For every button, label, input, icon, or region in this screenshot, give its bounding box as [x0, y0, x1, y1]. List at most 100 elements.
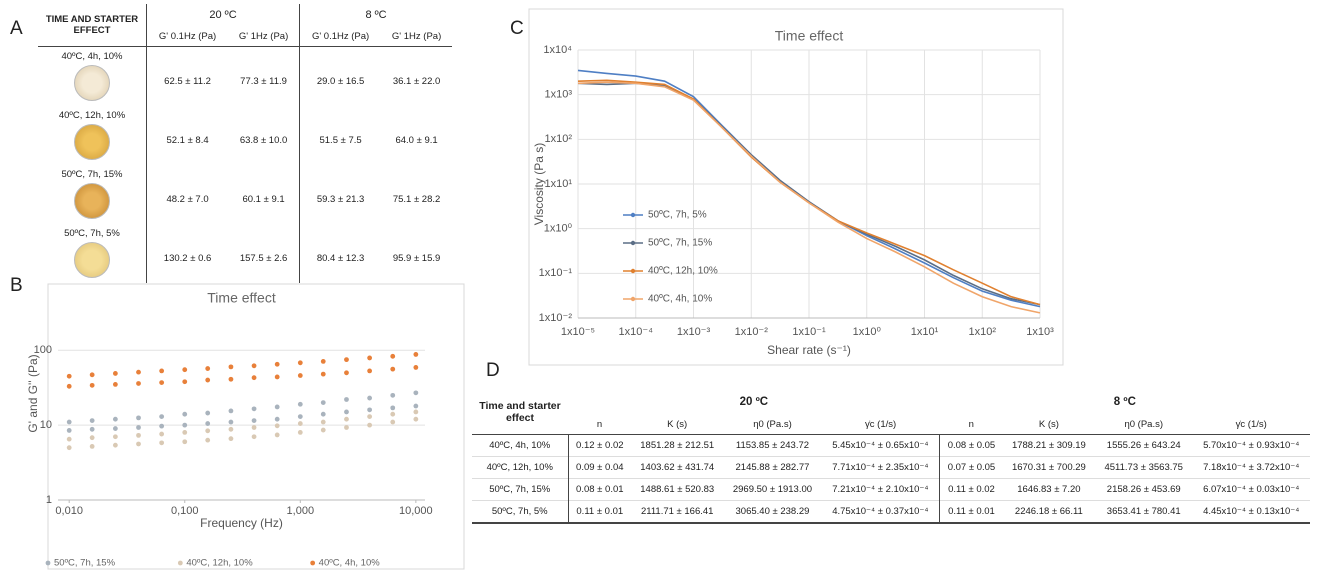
table-cell: 52.1 ± 8.4: [166, 135, 209, 146]
group-header: 20 ºC: [146, 4, 301, 26]
data-point: [205, 377, 211, 383]
table-cell: 1788.21 ± 309.19: [1011, 440, 1086, 451]
data-point: [297, 421, 303, 426]
data-point: [367, 368, 373, 374]
table-cell: 2145.88 ± 282.77: [735, 462, 810, 473]
y-axis-label: G' and G'' (Pa): [26, 354, 40, 432]
row-label-cell: 40ºC, 12h, 10%: [38, 106, 147, 165]
table-cell: 63.8 ± 10.0: [228, 106, 301, 165]
table-cell: 60.1 ± 9.1: [228, 165, 301, 224]
data-point: [182, 429, 188, 435]
data-point: [274, 423, 280, 429]
table-cell: 5.70x10⁻⁴ ± 0.93x10⁻⁴: [1203, 440, 1300, 451]
y-tick-label: 1x10⁻²: [539, 312, 573, 324]
panel-letter: B: [10, 275, 23, 296]
subheader-row: G' 0.1Hz (Pa) G' 1Hz (Pa) G' 0.1Hz (Pa) G' …: [38, 26, 452, 47]
legend-marker: [630, 240, 636, 246]
row-label: 40ºC, 4h, 10%: [61, 51, 123, 62]
sample-image: [74, 124, 110, 160]
table-header: Time and starter effect: [472, 390, 568, 435]
table-cell: 1851.28 ± 212.51: [640, 440, 715, 451]
data-point: [251, 434, 257, 440]
table-cell: 157.5 ± 2.6: [228, 224, 301, 283]
sample-image: [74, 242, 110, 278]
table-row: 40ºC, 4h, 10% 62.5 ± 11.2 77.3 ± 11.9 29.0 …: [38, 46, 452, 106]
table-cell: 36.1 ± 22.0: [392, 76, 441, 87]
table-cell: 2969.50 ± 1913.00: [732, 484, 813, 495]
data-point: [66, 383, 72, 389]
y-tick-label: 1x10⁴: [543, 44, 572, 56]
data-point: [66, 428, 72, 433]
data-point: [344, 397, 349, 402]
data-point: [89, 382, 95, 388]
y-tick-label: 1: [46, 494, 52, 506]
data-point: [66, 419, 72, 425]
data-point: [136, 415, 141, 421]
table-cell: 0.09 ± 0.04: [576, 462, 624, 473]
data-point: [182, 367, 188, 373]
data-point: [320, 400, 326, 405]
table-cell: 2158.26 ± 453.69: [1106, 484, 1181, 495]
column-header: n: [568, 414, 632, 435]
data-point: [205, 410, 211, 416]
data-point: [112, 371, 118, 376]
data-point: [251, 363, 257, 369]
data-point: [66, 373, 72, 379]
data-point: [89, 435, 95, 441]
data-point: [159, 380, 165, 385]
data-point: [112, 434, 118, 440]
data-point: [136, 432, 141, 438]
data-point: [390, 392, 396, 398]
x-tick-label: 1x10⁰: [853, 326, 882, 338]
x-tick-label: 10,000: [399, 505, 433, 517]
group-header: 8 ºC: [1113, 396, 1136, 408]
row-label: 40ºC, 4h, 10%: [472, 434, 569, 457]
row-label: 50ºC, 7h, 15%: [472, 478, 569, 501]
column-header: γ̇c (1/s): [1192, 414, 1310, 435]
legend-label: 40ºC, 4h, 10%: [319, 558, 381, 569]
data-point: [89, 443, 95, 449]
data-point: [367, 414, 373, 420]
legend-marker: [177, 560, 183, 566]
data-point: [413, 403, 419, 409]
y-tick-label: 1x10⁻¹: [539, 267, 573, 279]
data-point: [112, 416, 118, 422]
table-a: TIME AND STARTER EFFECT 20 ºC 8 ºC G' 0.1Hz…: [38, 4, 452, 283]
row-label: 40ºC, 12h, 10%: [58, 110, 126, 121]
data-point: [367, 355, 373, 361]
table-cell: 4.45x10⁻⁴ ± 0.13x10⁻⁴: [1203, 505, 1300, 517]
data-point: [413, 352, 419, 357]
data-point: [112, 442, 118, 448]
data-point: [136, 425, 141, 430]
data-point: [274, 404, 280, 410]
data-point: [182, 422, 188, 428]
data-point: [274, 432, 280, 438]
x-tick-label: 0,010: [55, 505, 83, 517]
row-label: 50ºC, 7h, 15%: [61, 169, 123, 180]
y-axis-label: Viscosity (Pa s): [532, 143, 546, 225]
table-cell: 95.9 ± 15.9: [392, 253, 441, 264]
table-cell: 3653.41 ± 780.41: [1106, 505, 1181, 517]
table-cell: 4511.73 ± 3563.75: [1104, 462, 1183, 473]
table-cell: 0.11 ± 0.01: [576, 505, 624, 517]
table-cell: 1488.61 ± 520.83: [640, 484, 715, 495]
column-header: G' 1Hz (Pa): [228, 26, 301, 47]
data-point: [297, 360, 303, 366]
data-point: [159, 423, 165, 429]
table-cell: 48.2 ± 7.0: [166, 194, 209, 205]
column-header: G' 0.1Hz (Pa): [299, 26, 382, 47]
table-row: 50ºC, 7h, 15% 0.08 ± 0.01 1488.61 ± 520.83…: [472, 478, 1310, 501]
table-cell: 0.07 ± 0.05: [947, 462, 996, 473]
data-point: [297, 373, 303, 378]
row-label: 40ºC, 12h, 10%: [472, 456, 569, 479]
x-tick-label: 1x10⁻²: [735, 326, 769, 338]
x-tick-label: 1x10⁻⁴: [619, 326, 654, 338]
data-point: [182, 379, 188, 385]
data-point: [228, 364, 234, 370]
table-cell: 0.08 ± 0.01: [576, 484, 624, 495]
data-point: [297, 414, 303, 420]
header-row: TIME AND STARTER EFFECT 20 ºC 8 ºC: [38, 4, 452, 47]
table-cell: 7.71x10⁻⁴ ± 2.35x10⁻⁴: [821, 456, 941, 479]
data-point: [367, 422, 373, 428]
data-point: [297, 429, 303, 435]
